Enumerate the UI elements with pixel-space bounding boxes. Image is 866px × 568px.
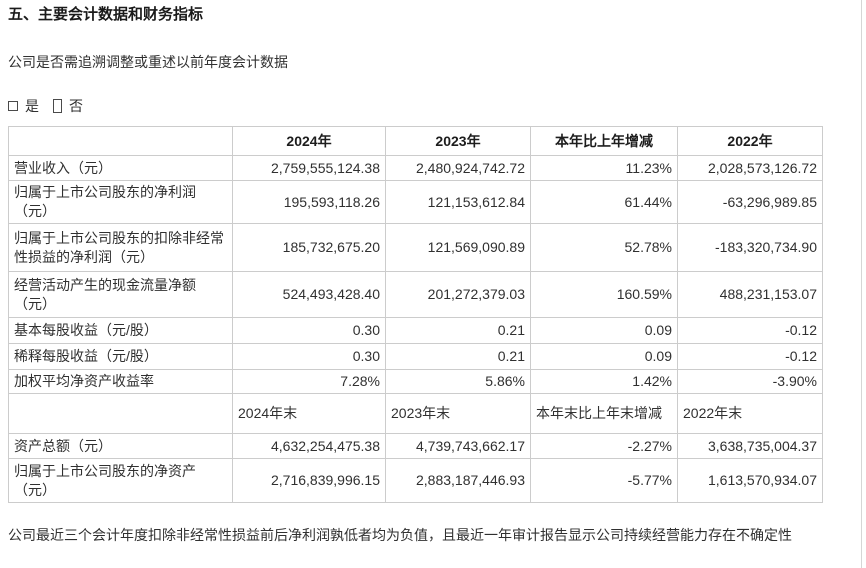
financial-indicators-table: 2024年 2023年 本年比上年增减 2022年 营业收入（元） 2,759,… [8,126,823,503]
value-cell: 4,632,254,475.38 [232,433,386,459]
value-cell: 52.78% [530,223,678,272]
restatement-question: 公司是否需追溯调整或重述以前年度会计数据 [8,54,288,70]
row-label: 归属于上市公司股东的净资产（元） [8,458,233,503]
checkbox-no-icon [53,99,62,113]
value-cell: -5.77% [530,458,678,503]
value-cell: 160.59% [530,271,678,318]
value-cell: 121,569,090.89 [385,223,531,272]
value-cell: 1,613,570,934.07 [677,458,823,503]
value-cell: 524,493,428.40 [232,271,386,318]
page-right-divider [861,0,862,568]
row-label: 经营活动产生的现金流量净额（元） [8,271,233,318]
value-cell: 0.09 [530,343,678,370]
table-row-weighted-avg-roe: 加权平均净资产收益率 7.28% 5.86% 1.42% -3.90% [8,369,823,394]
value-cell: 2,883,187,446.93 [385,458,531,503]
document-content: 五、主要会计数据和财务指标 公司是否需追溯调整或重述以前年度会计数据 是 否 2… [8,6,866,543]
value-cell: 0.30 [232,343,386,370]
table-row-diluted-eps: 稀释每股收益（元/股） 0.30 0.21 0.09 -0.12 [8,343,823,370]
table-row-net-profit: 归属于上市公司股东的净利润（元） 195,593,118.26 121,153,… [8,180,823,224]
column-header-yearend-change: 本年末比上年末增减 [530,393,678,434]
column-header-2022-end: 2022年末 [677,393,823,434]
value-cell: 121,153,612.84 [385,180,531,224]
corner-cell [8,393,233,434]
checkbox-no-label: 否 [69,98,83,114]
row-label: 归属于上市公司股东的扣除非经常性损益的净利润（元） [8,223,233,272]
checkbox-yes-label: 是 [25,98,39,114]
value-cell: 201,272,379.03 [385,271,531,318]
value-cell: -63,296,989.85 [677,180,823,224]
table-row-revenue: 营业收入（元） 2,759,555,124.38 2,480,924,742.7… [8,155,823,181]
row-label: 稀释每股收益（元/股） [8,343,233,370]
value-cell: 195,593,118.26 [232,180,386,224]
value-cell: 4,739,743,662.17 [385,433,531,459]
corner-cell [8,126,233,156]
value-cell: 2,480,924,742.72 [385,155,531,181]
row-label: 营业收入（元） [8,155,233,181]
row-label: 基本每股收益（元/股） [8,317,233,344]
table-row-net-profit-excl-nonrecurring: 归属于上市公司股东的扣除非经常性损益的净利润（元） 185,732,675.20… [8,223,823,272]
column-header-yoy-change: 本年比上年增减 [530,126,678,156]
row-label: 归属于上市公司股东的净利润（元） [8,180,233,224]
table-row-total-assets: 资产总额（元） 4,632,254,475.38 4,739,743,662.1… [8,433,823,459]
value-cell: -0.12 [677,343,823,370]
value-cell: 0.09 [530,317,678,344]
row-label: 资产总额（元） [8,433,233,459]
column-header-2024-end: 2024年末 [232,393,386,434]
table-row-operating-cash-flow: 经营活动产生的现金流量净额（元） 524,493,428.40 201,272,… [8,271,823,318]
yearend-header-row: 2024年末 2023年末 本年末比上年末增减 2022年末 [8,393,823,434]
column-header-2023: 2023年 [385,126,531,156]
value-cell: -2.27% [530,433,678,459]
value-cell: 185,732,675.20 [232,223,386,272]
value-cell: 11.23% [530,155,678,181]
table-row-net-assets: 归属于上市公司股东的净资产（元） 2,716,839,996.15 2,883,… [8,458,823,503]
value-cell: 3,638,735,004.37 [677,433,823,459]
annual-header-row: 2024年 2023年 本年比上年增减 2022年 [8,126,823,156]
table-row-basic-eps: 基本每股收益（元/股） 0.30 0.21 0.09 -0.12 [8,317,823,344]
value-cell: 5.86% [385,369,531,394]
value-cell: 7.28% [232,369,386,394]
column-header-2023-end: 2023年末 [385,393,531,434]
value-cell: -183,320,734.90 [677,223,823,272]
value-cell: 2,028,573,126.72 [677,155,823,181]
value-cell: 488,231,153.07 [677,271,823,318]
value-cell: 0.21 [385,343,531,370]
column-header-2024: 2024年 [232,126,386,156]
value-cell: 2,759,555,124.38 [232,155,386,181]
column-header-2022: 2022年 [677,126,823,156]
value-cell: 0.21 [385,317,531,344]
checkbox-yes-icon [8,101,18,111]
value-cell: 1.42% [530,369,678,394]
value-cell: 0.30 [232,317,386,344]
restatement-checkbox-row: 是 否 [8,98,866,114]
section-title: 五、主要会计数据和财务指标 [8,6,204,23]
going-concern-note: 公司最近三个会计年度扣除非经常性损益前后净利润孰低者均为负值，且最近一年审计报告… [8,527,792,543]
value-cell: 2,716,839,996.15 [232,458,386,503]
value-cell: -3.90% [677,369,823,394]
value-cell: -0.12 [677,317,823,344]
value-cell: 61.44% [530,180,678,224]
row-label: 加权平均净资产收益率 [8,369,233,394]
